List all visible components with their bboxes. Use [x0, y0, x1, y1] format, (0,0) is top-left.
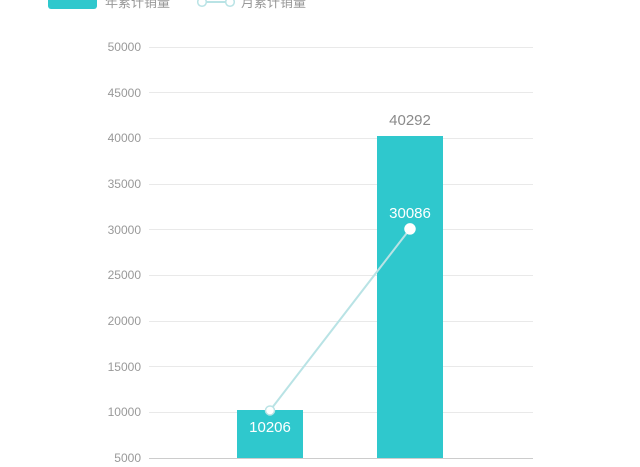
- legend-label-month: 月累计销量: [241, 0, 307, 10]
- y-tick-label: 10000: [107, 405, 141, 420]
- line-point-label: 30086: [389, 204, 431, 222]
- bar-year-cumulative-2[interactable]: [377, 135, 443, 458]
- y-tick-label: 30000: [107, 222, 141, 237]
- y-tick-label: 15000: [107, 359, 141, 374]
- x-axis-line: [149, 457, 533, 459]
- y-tick-label: 35000: [107, 177, 141, 191]
- y-tick-label: 45000: [107, 85, 141, 100]
- legend-item-month-cumulative[interactable]: 月累计销量: [195, 0, 306, 9]
- y-tick-label: 20000: [107, 314, 141, 328]
- gridline: [149, 274, 533, 276]
- gridline: [149, 137, 533, 139]
- gridline: [149, 320, 533, 322]
- y-tick-label: 5000: [114, 451, 141, 465]
- bar-series-swatch-icon: [48, 0, 97, 9]
- line-point-label: 10206: [249, 419, 291, 437]
- bar-value-label: 40292: [389, 111, 431, 129]
- gridline: [149, 92, 533, 94]
- gridline: [149, 411, 533, 413]
- legend-item-year-cumulative[interactable]: 年累计销量: [48, 0, 170, 9]
- gridline: [149, 46, 533, 48]
- line-series-marker-icon: [196, 0, 236, 8]
- gridline: [149, 183, 533, 185]
- gridline: [149, 229, 533, 231]
- bar-year-cumulative-1[interactable]: [237, 410, 303, 458]
- y-tick-label: 25000: [107, 268, 141, 283]
- y-tick-label: 40000: [107, 131, 141, 146]
- legend-label-year: 年累计销量: [105, 0, 171, 10]
- legend: 年累计销量 月累计销量: [0, 0, 640, 12]
- gridline: [149, 366, 533, 368]
- y-tick-label: 50000: [107, 40, 141, 54]
